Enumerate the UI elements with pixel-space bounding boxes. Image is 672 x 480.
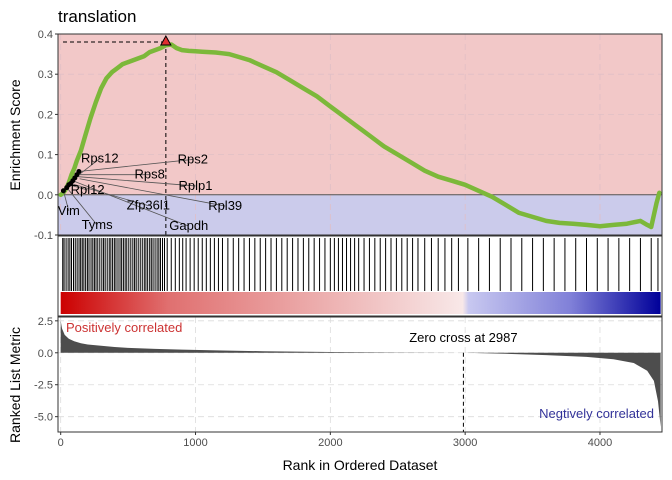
y-tick-label: 0.2	[38, 109, 53, 121]
x-tick-label: 3000	[453, 437, 477, 449]
gene-leader-line	[66, 187, 98, 226]
gene-label: Gapdh	[169, 218, 208, 233]
panel-border	[57, 316, 663, 433]
zero-cross-label: Zero cross at 2987	[409, 330, 517, 345]
positive-label: Positively correlated	[66, 320, 182, 335]
peak-marker	[160, 35, 172, 46]
x-tick-label: 4000	[588, 437, 612, 449]
panel-border	[57, 33, 663, 236]
gene-leader-line	[70, 183, 149, 207]
gene-leader-line	[72, 180, 189, 227]
negative-region	[58, 194, 662, 235]
chart-title: translation	[58, 7, 136, 26]
y-tick-label: 0.0	[38, 348, 53, 360]
x-tick-label: 1000	[183, 437, 207, 449]
hits-panel	[57, 235, 663, 317]
gene-label: Zfp36l1	[127, 198, 170, 213]
gene-leader-line	[78, 159, 193, 172]
gene-label: Vim	[58, 203, 80, 218]
y-tick-label: 0.0	[38, 190, 53, 202]
panel-border	[57, 235, 663, 317]
gene-label: Rplp1	[179, 178, 213, 193]
gene-leader-line	[63, 190, 70, 211]
x-tick-label: 2000	[318, 437, 342, 449]
y-tick-label: -0.1	[34, 230, 53, 242]
gene-label: Rps12	[81, 151, 119, 166]
y-tick-label: 0.3	[38, 69, 53, 81]
x-axis-label: Rank in Ordered Dataset	[283, 457, 438, 473]
rank-gradient-bar	[60, 292, 661, 314]
y-tick-label: -5.0	[34, 412, 53, 424]
negative-label: Negtively correlated	[539, 406, 654, 421]
y-tick-label: 2.5	[38, 316, 53, 328]
gene-leader-line	[78, 176, 196, 187]
gene-label: Tyms	[82, 217, 114, 232]
y-axis-label-enrichment: Enrichment Score	[7, 79, 23, 190]
y-axis-label-metric: Ranked List Metric	[7, 327, 23, 443]
leading-edge-point	[76, 168, 82, 174]
x-tick-label: 0	[58, 437, 64, 449]
leading-edge-point	[60, 188, 66, 194]
gene-label: Rps8	[134, 167, 164, 182]
y-tick-label: -2.5	[34, 380, 53, 392]
gene-leader-line	[79, 178, 226, 207]
gene-label: Rps2	[178, 151, 208, 166]
y-tick-label: 0.4	[38, 29, 53, 41]
y-tick-label: 0.1	[38, 150, 53, 162]
enrichment-line	[58, 42, 662, 230]
metric-background	[58, 317, 662, 432]
gene-label: Rpl39	[208, 198, 242, 213]
metric-panel: 2.5 0.0 -2.5 -5.0 0 1000 2000 3000 4000 Zero cros…	[34, 316, 663, 449]
gene-label: Rpl12	[71, 182, 105, 197]
